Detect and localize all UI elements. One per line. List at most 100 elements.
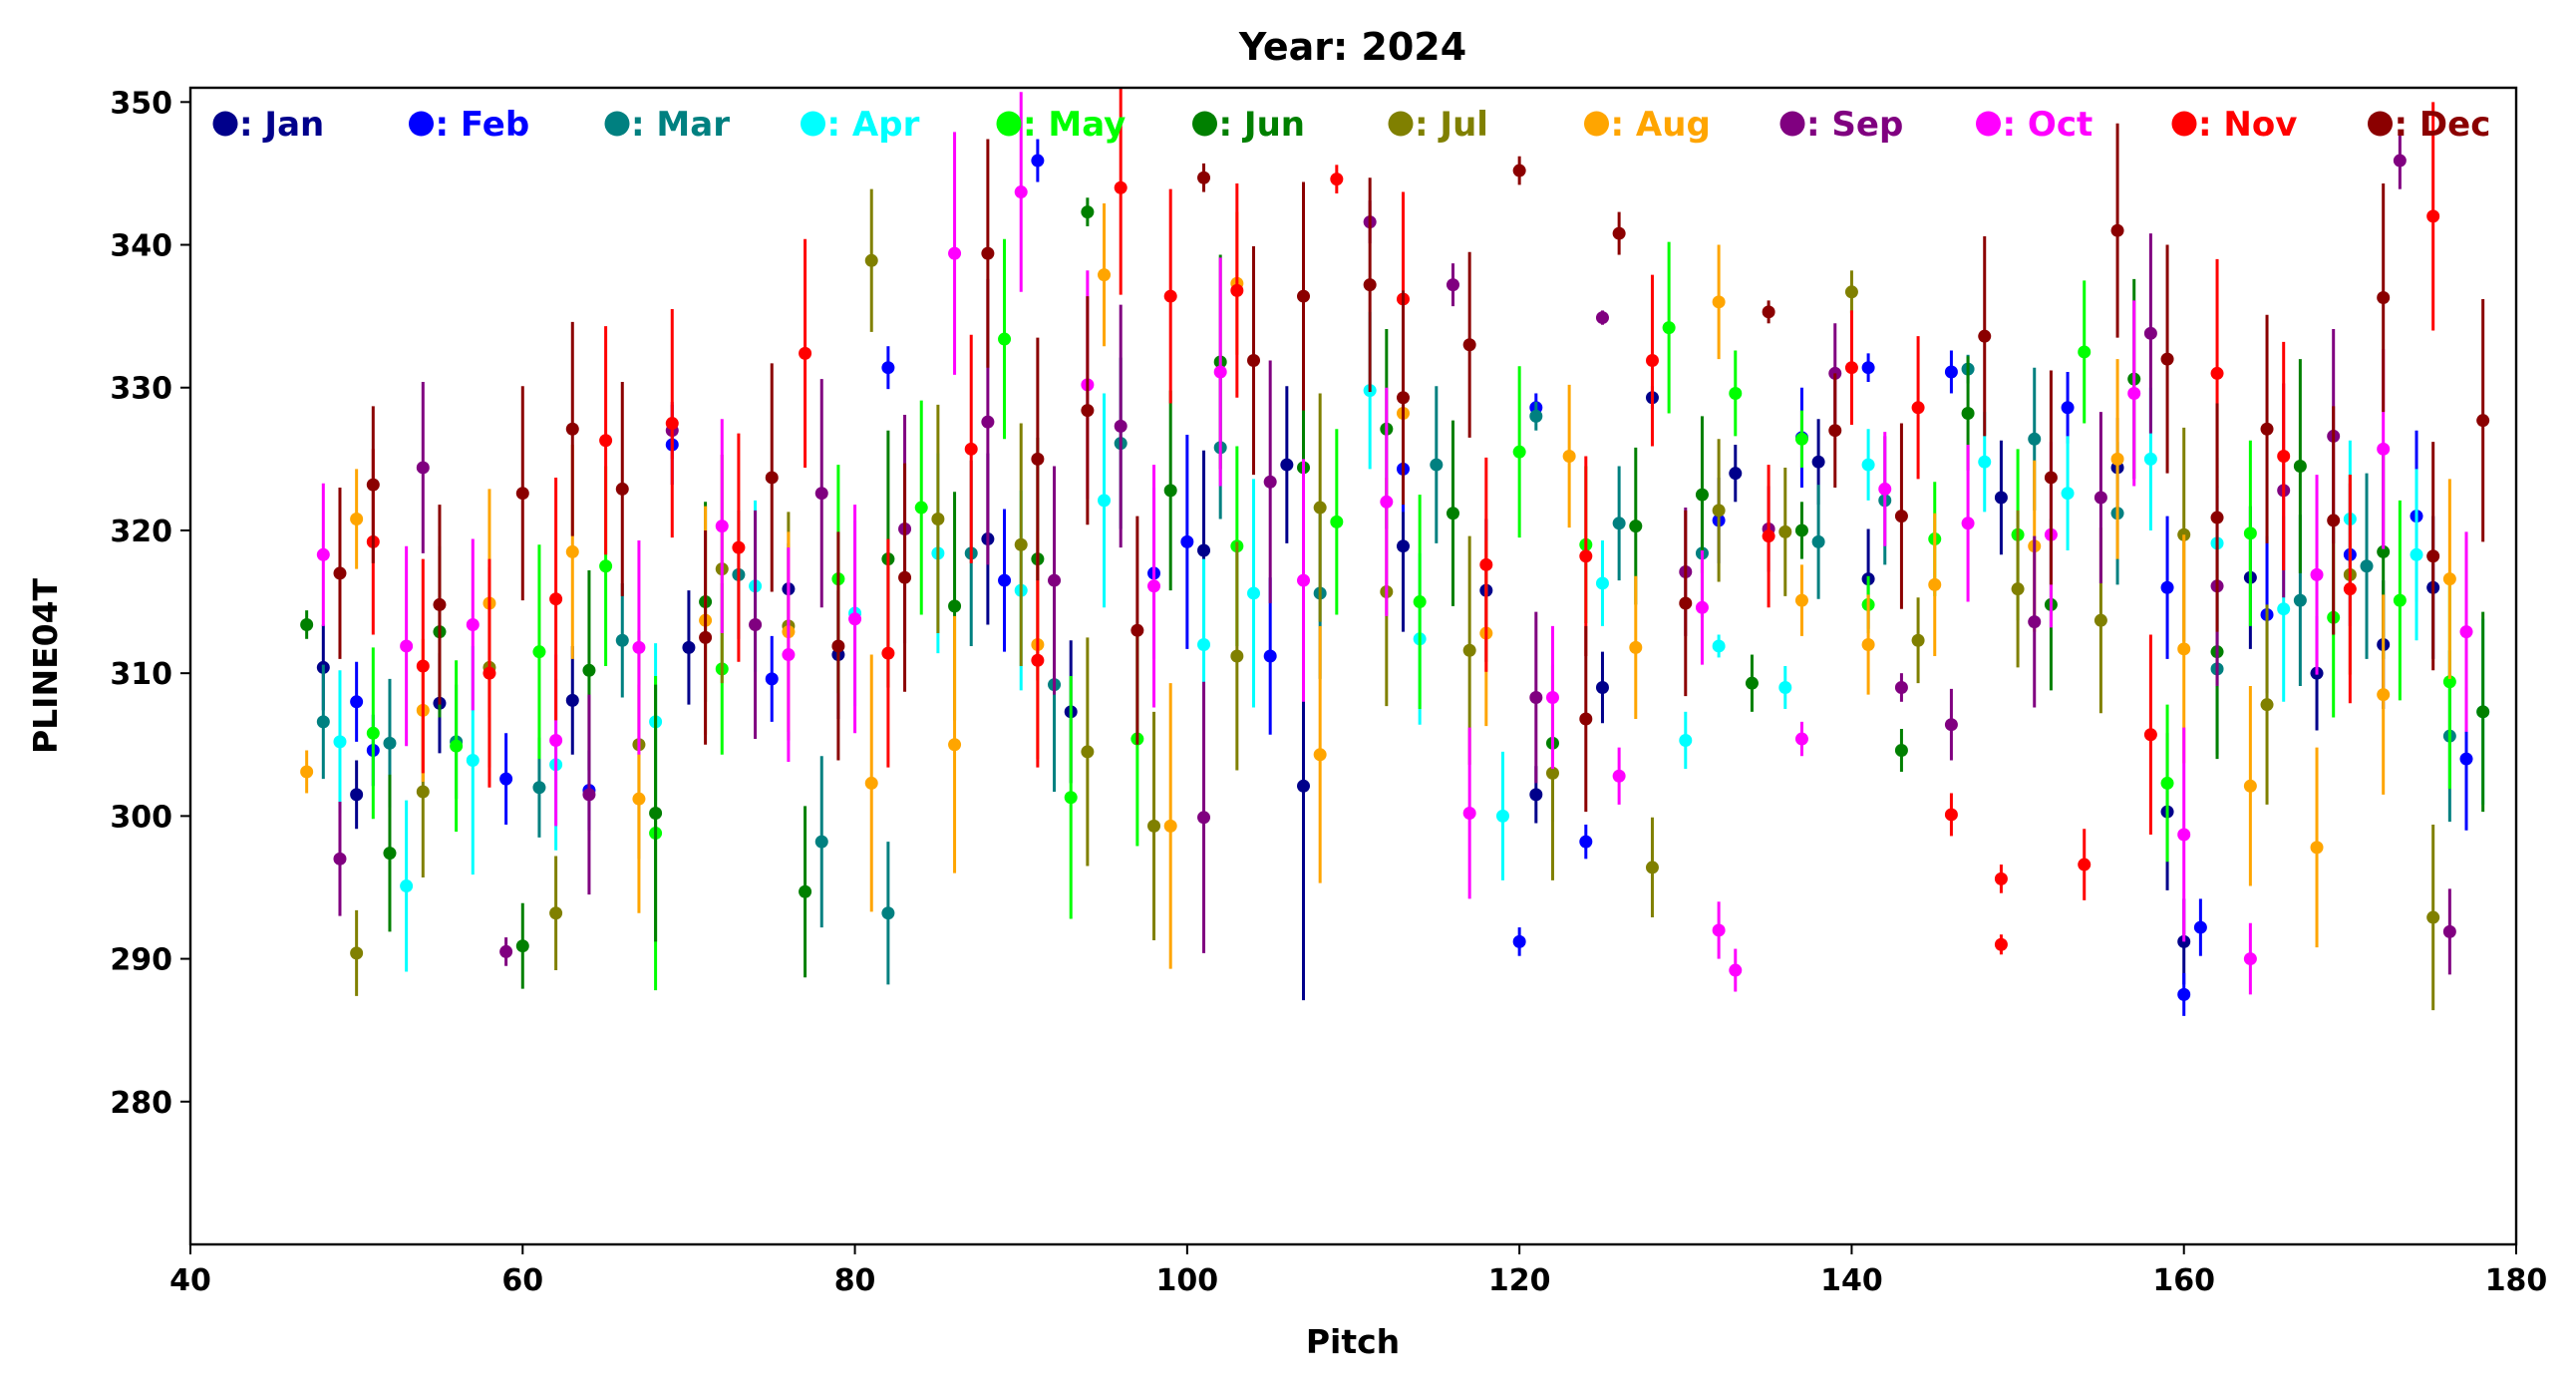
data-point — [1363, 278, 1377, 292]
x-tick-label: 80 — [834, 1263, 876, 1298]
data-point — [2143, 452, 2157, 466]
data-point — [1048, 573, 1062, 587]
data-point — [1313, 748, 1327, 762]
data-point — [2476, 705, 2490, 719]
data-point — [1031, 653, 1045, 667]
data-point — [1147, 579, 1161, 593]
series-9 — [333, 132, 2456, 975]
x-tick-label: 180 — [2485, 1263, 2548, 1298]
data-point — [2442, 675, 2456, 689]
data-point — [1213, 365, 1227, 379]
data-point — [383, 847, 397, 861]
data-point — [2243, 526, 2257, 540]
data-point — [2177, 828, 2191, 842]
data-point — [582, 663, 596, 677]
data-point — [1529, 691, 1543, 705]
legend-label: : May — [1023, 105, 1126, 145]
data-point — [1811, 455, 1825, 469]
data-point — [1794, 523, 1808, 537]
data-point — [416, 659, 430, 673]
data-point — [2260, 698, 2274, 712]
data-point — [1247, 354, 1261, 368]
data-point — [2476, 414, 2490, 428]
x-tick-label: 120 — [1488, 1263, 1551, 1298]
data-point — [1297, 289, 1311, 303]
data-point — [1396, 391, 1410, 405]
y-tick-label: 350 — [110, 86, 172, 121]
data-point — [316, 715, 330, 729]
data-point — [433, 597, 447, 611]
y-tick-label: 290 — [110, 943, 172, 978]
data-point — [400, 879, 414, 893]
data-point — [1130, 623, 1144, 637]
data-point — [2377, 291, 2391, 305]
y-axis-label: PLINE04T — [26, 577, 65, 754]
data-point — [2310, 567, 2324, 581]
data-point — [350, 788, 364, 802]
data-point — [1595, 576, 1609, 590]
data-point — [1413, 595, 1427, 609]
data-point — [515, 939, 529, 953]
data-point — [1612, 226, 1626, 240]
data-point — [1612, 769, 1626, 783]
legend-marker — [604, 111, 630, 137]
data-point — [898, 570, 912, 584]
y-tick-label: 300 — [110, 800, 172, 835]
data-point — [2110, 452, 2124, 466]
legend-marker — [2368, 111, 2393, 137]
data-point — [1180, 534, 1194, 548]
data-point — [2377, 442, 2391, 456]
legend-marker — [1192, 111, 1217, 137]
legend-marker — [1976, 111, 2001, 137]
data-point — [1861, 361, 1875, 375]
data-point — [2327, 514, 2341, 527]
data-point — [1778, 524, 1792, 538]
legend-label: : Jan — [239, 105, 324, 145]
chart-title: Year: 2024 — [1238, 25, 1466, 69]
data-point — [948, 738, 962, 752]
data-point — [300, 617, 314, 631]
data-point — [1014, 185, 1028, 199]
data-point — [383, 736, 397, 750]
data-point — [914, 501, 928, 515]
legend: : Jan: Feb: Mar: Apr: May: Jun: Jul: Aug… — [212, 105, 2490, 145]
data-point — [1098, 268, 1112, 282]
data-point — [2426, 549, 2440, 563]
data-point — [765, 471, 779, 485]
data-point — [1928, 577, 1942, 591]
y-tick-label: 340 — [110, 229, 172, 264]
data-point — [881, 646, 895, 660]
x-tick-label: 100 — [1156, 1263, 1219, 1298]
data-point — [1197, 811, 1211, 825]
data-point — [1612, 517, 1626, 530]
data-point — [1197, 543, 1211, 557]
data-point — [1878, 482, 1892, 496]
data-point — [2143, 326, 2157, 340]
data-point — [1794, 732, 1808, 746]
data-point — [549, 906, 563, 920]
x-tick-label: 60 — [501, 1263, 543, 1298]
data-point — [1944, 365, 1958, 379]
y-tick-label: 280 — [110, 1086, 172, 1121]
data-point — [1978, 329, 1992, 343]
data-point — [1014, 537, 1028, 551]
data-point — [1579, 712, 1593, 726]
data-point — [749, 617, 763, 631]
data-point — [1330, 515, 1344, 528]
y-tick-label: 320 — [110, 515, 172, 549]
data-point — [1794, 432, 1808, 446]
data-point — [316, 547, 330, 561]
data-point — [1495, 809, 1509, 823]
data-point — [1462, 338, 1476, 352]
data-point — [2343, 582, 2357, 596]
data-point — [2442, 572, 2456, 586]
data-point — [2459, 625, 2473, 639]
x-axis-label: Pitch — [1306, 1322, 1400, 1361]
data-point — [1462, 807, 1476, 821]
data-point — [1629, 520, 1643, 533]
legend-marker — [996, 111, 1022, 137]
data-point — [881, 906, 895, 920]
data-point — [715, 520, 729, 533]
data-point — [1380, 495, 1394, 509]
legend-label: : Aug — [1611, 105, 1711, 145]
